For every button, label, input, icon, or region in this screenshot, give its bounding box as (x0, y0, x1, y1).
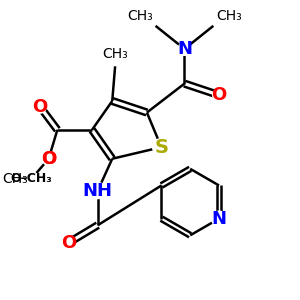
Text: N: N (177, 40, 192, 58)
Text: CH₃: CH₃ (216, 9, 242, 23)
Text: O: O (61, 233, 76, 251)
Circle shape (153, 139, 170, 156)
Text: O: O (212, 86, 227, 104)
Circle shape (90, 182, 106, 199)
Text: O–CH₃: O–CH₃ (11, 172, 52, 185)
Text: O: O (41, 150, 56, 168)
Text: O: O (32, 98, 48, 116)
Circle shape (42, 152, 55, 165)
Circle shape (213, 89, 226, 101)
Circle shape (63, 236, 75, 249)
Text: S: S (154, 138, 168, 157)
Circle shape (212, 211, 226, 226)
Text: O: O (41, 150, 56, 168)
Circle shape (178, 43, 191, 55)
Text: NH: NH (83, 182, 113, 200)
Text: CH₃: CH₃ (127, 9, 153, 23)
Circle shape (24, 172, 39, 186)
Text: N: N (212, 210, 226, 228)
Text: CH₃: CH₃ (102, 46, 128, 61)
Circle shape (34, 100, 46, 113)
Circle shape (42, 152, 55, 165)
Text: CH₃: CH₃ (3, 172, 28, 186)
